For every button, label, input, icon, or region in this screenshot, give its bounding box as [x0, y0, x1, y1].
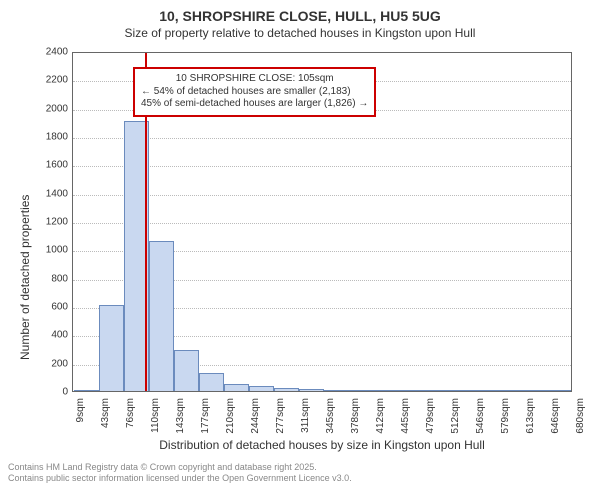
x-tick-label: 110sqm	[150, 398, 161, 433]
x-tick-label: 646sqm	[550, 398, 561, 434]
footer-line-2: Contains public sector information licen…	[8, 473, 592, 484]
x-tick-label: 9sqm	[75, 398, 86, 422]
histogram-bar	[399, 390, 424, 391]
y-tick-label: 2200	[0, 75, 68, 86]
x-tick-label: 412sqm	[375, 398, 386, 434]
x-tick-label: 512sqm	[450, 398, 461, 434]
y-tick-label: 800	[0, 273, 68, 284]
histogram-bar	[374, 390, 399, 391]
x-tick-label: 546sqm	[475, 398, 486, 434]
chart-container: 10, SHROPSHIRE CLOSE, HULL, HU5 5UG Size…	[0, 0, 600, 500]
footer-line-1: Contains HM Land Registry data © Crown c…	[8, 462, 592, 473]
y-tick-label: 1400	[0, 188, 68, 199]
y-tick-label: 1000	[0, 245, 68, 256]
x-tick-label: 613sqm	[525, 398, 536, 434]
x-tick-label: 76sqm	[125, 398, 136, 428]
x-tick-label: 244sqm	[250, 398, 261, 434]
y-tick-label: 400	[0, 330, 68, 341]
y-tick-label: 0	[0, 387, 68, 398]
histogram-bar	[474, 390, 499, 391]
x-tick-label: 311sqm	[300, 398, 311, 433]
y-tick-label: 600	[0, 302, 68, 313]
histogram-bar	[349, 390, 374, 391]
histogram-bar	[499, 390, 524, 391]
footer-attribution: Contains HM Land Registry data © Crown c…	[0, 460, 600, 489]
x-tick-label: 43sqm	[100, 398, 111, 428]
y-tick-label: 2400	[0, 47, 68, 58]
histogram-bar	[149, 241, 174, 391]
histogram-bar	[424, 390, 449, 391]
x-tick-label: 378sqm	[350, 398, 361, 434]
chart-subtitle: Size of property relative to detached ho…	[0, 24, 600, 46]
x-tick-label: 345sqm	[325, 398, 336, 434]
callout-line: ← 54% of detached houses are smaller (2,…	[141, 86, 368, 99]
histogram-bar	[299, 389, 324, 391]
x-tick-label: 479sqm	[425, 398, 436, 434]
histogram-bar	[99, 305, 124, 391]
x-axis-label: Distribution of detached houses by size …	[72, 438, 572, 452]
callout-line: 45% of semi-detached houses are larger (…	[141, 98, 368, 111]
plot: 10 SHROPSHIRE CLOSE: 105sqm← 54% of deta…	[73, 53, 571, 391]
callout-line: 10 SHROPSHIRE CLOSE: 105sqm	[141, 73, 368, 86]
x-tick-label: 210sqm	[225, 398, 236, 434]
histogram-bar	[274, 388, 299, 391]
histogram-bar	[249, 386, 274, 391]
histogram-bar	[74, 390, 99, 391]
x-tick-label: 277sqm	[275, 398, 286, 434]
histogram-bar	[324, 390, 349, 391]
x-tick-label: 579sqm	[500, 398, 511, 434]
histogram-bar	[224, 384, 249, 391]
x-tick-label: 445sqm	[400, 398, 411, 434]
histogram-bar	[449, 390, 474, 391]
y-tick-label: 1200	[0, 217, 68, 228]
y-tick-label: 1600	[0, 160, 68, 171]
histogram-bar	[174, 350, 199, 391]
histogram-bar	[199, 373, 224, 391]
x-tick-label: 143sqm	[175, 398, 186, 434]
x-tick-label: 177sqm	[200, 398, 211, 434]
y-tick-label: 1800	[0, 132, 68, 143]
property-callout: 10 SHROPSHIRE CLOSE: 105sqm← 54% of deta…	[133, 67, 376, 117]
y-tick-label: 200	[0, 358, 68, 369]
chart-title: 10, SHROPSHIRE CLOSE, HULL, HU5 5UG	[0, 0, 600, 24]
y-tick-label: 2000	[0, 103, 68, 114]
plot-area: 10 SHROPSHIRE CLOSE: 105sqm← 54% of deta…	[72, 52, 572, 392]
histogram-bar	[524, 390, 549, 391]
x-tick-label: 680sqm	[575, 398, 586, 434]
histogram-bar	[549, 390, 571, 391]
